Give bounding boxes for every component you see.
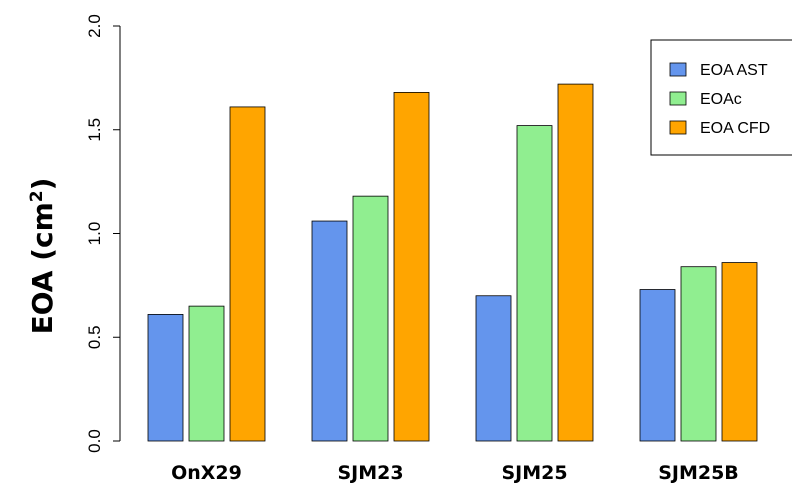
legend-label-0: EOA AST	[700, 62, 768, 79]
bar	[188, 305, 225, 442]
y-tick-label: 1.5	[85, 118, 104, 142]
y-axis-title: EOA (cm2)	[26, 178, 59, 335]
legend: EOA AST EOAc EOA CFD	[650, 39, 792, 156]
y-tick-label: 2.0	[85, 14, 104, 38]
bar	[352, 195, 389, 442]
y-axis: 0.0 0.5 1.0 1.5 2.0	[85, 14, 121, 453]
y-axis-title-superscript: 2	[27, 190, 47, 202]
y-tick-label: 1.0	[85, 222, 104, 246]
bar	[516, 125, 553, 442]
bar	[229, 106, 266, 442]
x-tick-label: SJM23	[337, 462, 403, 484]
legend-swatch-1	[669, 91, 687, 106]
bar	[639, 289, 676, 442]
y-tick-label: 0.5	[85, 325, 104, 349]
bar	[721, 262, 758, 442]
y-tick-label: 0.0	[85, 429, 104, 453]
bar	[680, 266, 717, 442]
bar	[557, 83, 594, 442]
x-tick-label: SJM25B	[658, 462, 739, 484]
bars	[147, 83, 758, 442]
legend-label-1: EOAc	[700, 91, 742, 108]
bar	[393, 92, 430, 442]
category-labels: OnX29 SJM23 SJM25 SJM25B	[171, 462, 739, 484]
x-tick-label: SJM25	[501, 462, 567, 484]
bar	[475, 295, 512, 442]
x-tick-label: OnX29	[171, 462, 242, 484]
legend-label-2: EOA CFD	[700, 120, 770, 137]
bar	[311, 220, 348, 442]
legend-swatch-2	[669, 120, 687, 135]
bar	[147, 314, 184, 442]
legend-swatch-0	[669, 62, 687, 77]
